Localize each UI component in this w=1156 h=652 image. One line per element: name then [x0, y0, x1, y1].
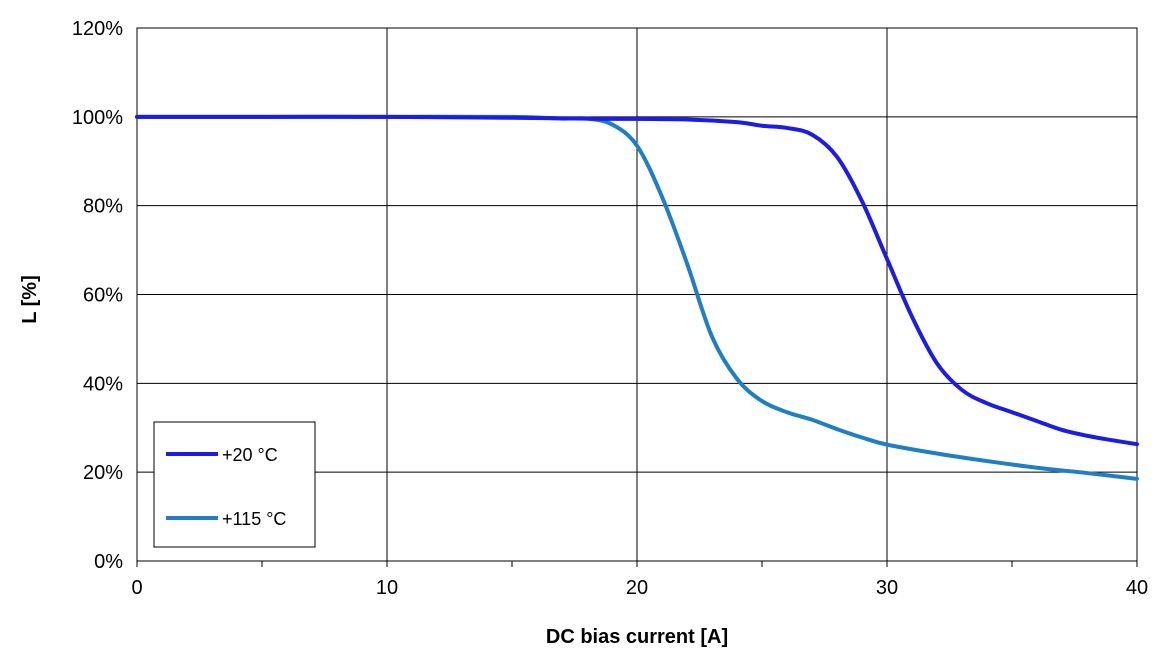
- y-tick-label: 20%: [83, 462, 123, 484]
- x-tick-label: 30: [876, 577, 898, 599]
- legend-label-2: +115 °C: [222, 509, 286, 529]
- legend: +20 °C +115 °C: [153, 421, 316, 548]
- legend-label-1: +20 °C: [222, 445, 278, 465]
- x-axis-tick-labels: 0 10 20 30 40: [131, 577, 1148, 599]
- y-tick-label: 40%: [83, 373, 123, 395]
- x-tick-label: 0: [131, 577, 142, 599]
- x-tick-label: 10: [376, 577, 398, 599]
- y-tick-label: 0%: [94, 551, 123, 573]
- series-line-1: [135, 114, 1139, 447]
- y-tick-label: 80%: [83, 196, 123, 218]
- y-axis-title: L [%]: [19, 275, 41, 324]
- y-tick-label: 60%: [83, 285, 123, 307]
- legend-box: [153, 421, 316, 548]
- x-tick-label: 20: [626, 577, 648, 599]
- y-tick-label: 100%: [72, 107, 123, 129]
- series-lines: [135, 114, 1139, 481]
- x-tick-label: 40: [1126, 577, 1148, 599]
- x-axis-ticks: [136, 561, 1138, 567]
- y-tick-label: 120%: [72, 18, 123, 40]
- x-axis-title: DC bias current [A]: [546, 626, 728, 648]
- y-axis-tick-labels: 0% 20% 40% 60% 80% 100% 120%: [72, 18, 123, 573]
